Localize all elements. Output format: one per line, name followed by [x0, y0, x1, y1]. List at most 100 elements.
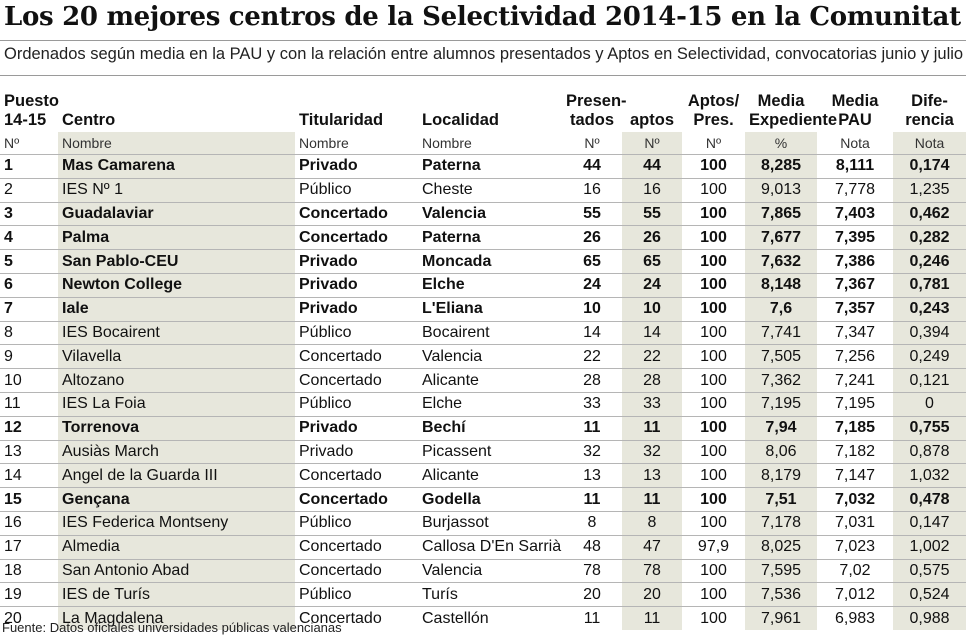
cell-diferencia: 0,394 [893, 320, 966, 345]
unit-localidad: Nombre [422, 135, 472, 151]
page-title: Los 20 mejores centros de la Selectivida… [4, 2, 961, 32]
cell-centro: Newton College [58, 272, 295, 298]
cell-centro: San Antonio Abad [58, 558, 295, 583]
cell-media-expediente: 8,025 [745, 534, 817, 560]
cell-aptos: 24 [622, 272, 682, 298]
cell-centro: Almedia [58, 534, 295, 560]
cell-diferencia: 0,246 [893, 249, 966, 274]
cell-media-pau: 6,983 [817, 606, 893, 630]
header-titularidad: Titularidad [299, 111, 384, 129]
cell-aptos: 20 [622, 582, 682, 607]
cell-puesto: 11 [0, 391, 58, 417]
cell-media-pau: 7,403 [817, 201, 893, 226]
cell-diferencia: 0,282 [893, 225, 966, 250]
cell-media-pau: 7,182 [817, 439, 893, 464]
cell-localidad: Elche [418, 391, 562, 417]
header-localidad: Localidad [422, 111, 500, 129]
cell-titularidad: Público [295, 320, 418, 345]
table-row: 1 Mas Camarena Privado Paterna 44 44 100 8,285 8… [0, 154, 966, 179]
table-row: 9 Vilavella Concertado Valencia 22 22 100 7,505… [0, 344, 966, 369]
cell-diferencia: 0 [893, 391, 966, 417]
cell-media-expediente: 7,362 [745, 368, 817, 393]
cell-titularidad: Público [295, 582, 418, 607]
cell-media-expediente: 7,632 [745, 249, 817, 274]
cell-media-expediente: 8,06 [745, 439, 817, 464]
cell-media-pau: 7,195 [817, 391, 893, 417]
cell-titularidad: Público [295, 177, 418, 203]
cell-localidad: Paterna [418, 225, 562, 250]
unit-aptos-pres: Nº [705, 135, 722, 151]
cell-presentados: 16 [562, 177, 622, 203]
cell-localidad: Burjassot [418, 510, 562, 536]
cell-aptos: 11 [622, 606, 682, 630]
cell-aptos-pres: 100 [682, 154, 745, 179]
cell-titularidad: Concertado [295, 368, 418, 393]
cell-aptos: 28 [622, 368, 682, 393]
cell-localidad: Valencia [418, 558, 562, 583]
cell-media-pau: 7,367 [817, 272, 893, 298]
cell-media-pau: 7,185 [817, 415, 893, 441]
header-row: Puesto 14-15 Centro Titularidad Localidad… [0, 92, 966, 132]
header-diferencia: Dife-rencia [905, 92, 954, 129]
cell-aptos: 8 [622, 510, 682, 536]
cell-puesto: 5 [0, 249, 58, 274]
cell-aptos-pres: 100 [682, 391, 745, 417]
cell-media-pau: 7,256 [817, 344, 893, 369]
cell-media-expediente: 7,505 [745, 344, 817, 369]
cell-localidad: Alicante [418, 463, 562, 488]
table-row: 14 Angel de la Guarda III Concertado Alican… [0, 463, 966, 488]
cell-aptos: 10 [622, 296, 682, 322]
cell-diferencia: 0,249 [893, 344, 966, 369]
cell-titularidad: Concertado [295, 487, 418, 512]
cell-media-pau: 7,032 [817, 487, 893, 512]
cell-aptos-pres: 100 [682, 296, 745, 322]
cell-titularidad: Privado [295, 249, 418, 274]
table-row: 16 IES Federica Montseny Público Burjassot 8… [0, 510, 966, 536]
unit-puesto: Nº [4, 135, 20, 151]
cell-puesto: 15 [0, 487, 58, 512]
table-row: 2 IES Nº 1 Público Cheste 16 16 100 9,013 7,778 1… [0, 177, 966, 203]
cell-puesto: 18 [0, 558, 58, 583]
cell-localidad: Bechí [418, 415, 562, 441]
table-row: 11 IES La Foia Público Elche 33 33 100 7,195 7,1… [0, 391, 966, 417]
cell-localidad: Callosa D'En Sarrià [418, 534, 562, 560]
cell-media-pau: 7,031 [817, 510, 893, 536]
table-row: 13 Ausiàs March Privado Picassent 32 32 100 8,0… [0, 439, 966, 464]
cell-titularidad: Concertado [295, 344, 418, 369]
cell-centro: Altozano [58, 368, 295, 393]
cell-diferencia: 0,121 [893, 368, 966, 393]
cell-media-expediente: 9,013 [745, 177, 817, 203]
cell-puesto: 17 [0, 534, 58, 560]
table-row: 20 La Magdalena Concertado Castellón 11 11 100… [0, 606, 966, 630]
cell-titularidad: Concertado [295, 463, 418, 488]
table-row: 15 Gençana Concertado Godella 11 11 100 7,51 7,0… [0, 487, 966, 512]
cell-centro: Vilavella [58, 344, 295, 369]
header-aptos-pres: Aptos/Pres. [687, 92, 740, 129]
cell-diferencia: 0,462 [893, 201, 966, 226]
cell-diferencia: 0,988 [893, 606, 966, 630]
cell-media-pau: 7,012 [817, 582, 893, 607]
cell-presentados: 14 [562, 320, 622, 345]
cell-presentados: 28 [562, 368, 622, 393]
cell-media-expediente: 7,677 [745, 225, 817, 250]
cell-aptos: 78 [622, 558, 682, 583]
cell-diferencia: 0,524 [893, 582, 966, 607]
cell-presentados: 33 [562, 391, 622, 417]
cell-media-expediente: 8,179 [745, 463, 817, 488]
unit-presentados: Nº [584, 135, 600, 151]
cell-aptos: 22 [622, 344, 682, 369]
cell-presentados: 11 [562, 415, 622, 441]
unit-media-pau: Nota [840, 135, 870, 151]
cell-puesto: 20 [0, 606, 58, 630]
cell-localidad: Turís [418, 582, 562, 607]
cell-localidad: Valencia [418, 344, 562, 369]
cell-titularidad: Privado [295, 296, 418, 322]
cell-puesto: 19 [0, 582, 58, 607]
cell-aptos-pres: 100 [682, 487, 745, 512]
cell-centro: IES de Turís [58, 582, 295, 607]
table-row: 5 San Pablo-CEU Privado Moncada 65 65 100 7,632… [0, 249, 966, 274]
cell-aptos: 11 [622, 415, 682, 441]
cell-centro: San Pablo-CEU [58, 249, 295, 274]
cell-presentados: 11 [562, 606, 622, 630]
cell-titularidad: Concertado [295, 201, 418, 226]
